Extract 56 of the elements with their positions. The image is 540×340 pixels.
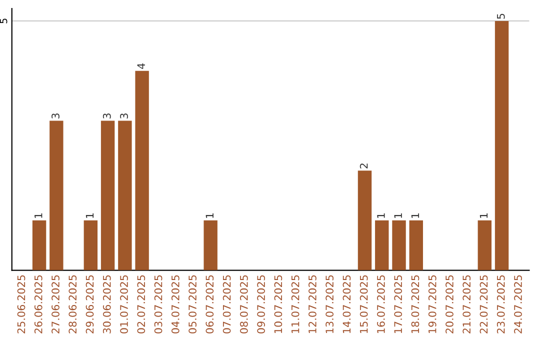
- bar: [32, 220, 46, 270]
- x-tick-label: 14.07.2025: [342, 275, 351, 333]
- x-tick-label: 13.07.2025: [326, 275, 334, 333]
- x-tick-label: 19.07.2025: [428, 275, 436, 333]
- x-tick-label: 21.07.2025: [462, 275, 471, 334]
- bar: [375, 220, 389, 270]
- data-label: 3: [120, 114, 128, 119]
- x-tick-label: 15.07.2025: [360, 275, 368, 333]
- x-tick-label: 20.07.2025: [446, 275, 454, 334]
- x-tick-label: 06.07.2025: [206, 275, 214, 334]
- data-label: 1: [411, 213, 420, 218]
- x-tick-label: 09.07.2025: [257, 275, 265, 334]
- bar: [409, 220, 423, 270]
- bar: [204, 220, 218, 270]
- x-tick-label: 22.07.2025: [480, 275, 488, 334]
- bar: [358, 170, 372, 270]
- bar: [50, 120, 64, 270]
- data-label: 4: [137, 63, 145, 69]
- bar: [135, 70, 149, 270]
- x-tick-label: 02.07.2025: [137, 275, 146, 334]
- data-label: 2: [360, 164, 368, 168]
- x-tick-label: 24.07.2025: [514, 275, 522, 334]
- x-tick-label: 17.07.2025: [394, 275, 402, 333]
- x-tick-label: 16.07.2025: [377, 275, 385, 333]
- data-label: 1: [377, 213, 385, 218]
- x-tick-label: 04.07.2025: [171, 275, 180, 334]
- data-label: 1: [34, 213, 42, 218]
- data-label: 3: [102, 114, 111, 119]
- x-tick-label: 30.06.2025: [102, 275, 111, 334]
- data-label: 3: [52, 114, 60, 119]
- x-tick-label: 08.07.2025: [240, 275, 248, 334]
- bar: [494, 20, 509, 270]
- x-tick-label: 18.07.2025: [411, 275, 420, 333]
- x-tick-label: 28.06.2025: [68, 275, 77, 334]
- x-tick-label: 12.07.2025: [308, 275, 316, 333]
- bar: [478, 220, 492, 270]
- data-label: 1: [206, 213, 214, 218]
- x-tick-label: 11.07.2025: [291, 275, 300, 333]
- x-tick-label: 26.06.2025: [34, 275, 42, 334]
- x-tick-label: 25.06.2025: [17, 275, 26, 334]
- x-tick-label: 10.07.2025: [274, 275, 282, 333]
- data-label: 5: [497, 14, 505, 19]
- bar: [100, 120, 115, 270]
- bar: [392, 220, 406, 270]
- x-tick-label: 03.07.2025: [154, 275, 162, 334]
- bar: [84, 220, 98, 270]
- data-label: 1: [86, 213, 94, 218]
- bar: [118, 120, 132, 270]
- data-label: 1: [480, 213, 488, 218]
- data-label: 1: [394, 213, 402, 218]
- x-tick-label: 05.07.2025: [188, 275, 196, 334]
- x-tick-label: 27.06.2025: [52, 275, 60, 334]
- x-tick-label: 29.06.2025: [86, 275, 94, 334]
- x-tick-label: 01.07.2025: [120, 275, 128, 334]
- x-tick-label: 07.07.2025: [222, 275, 231, 334]
- x-tick-label: 23.07.2025: [496, 275, 505, 334]
